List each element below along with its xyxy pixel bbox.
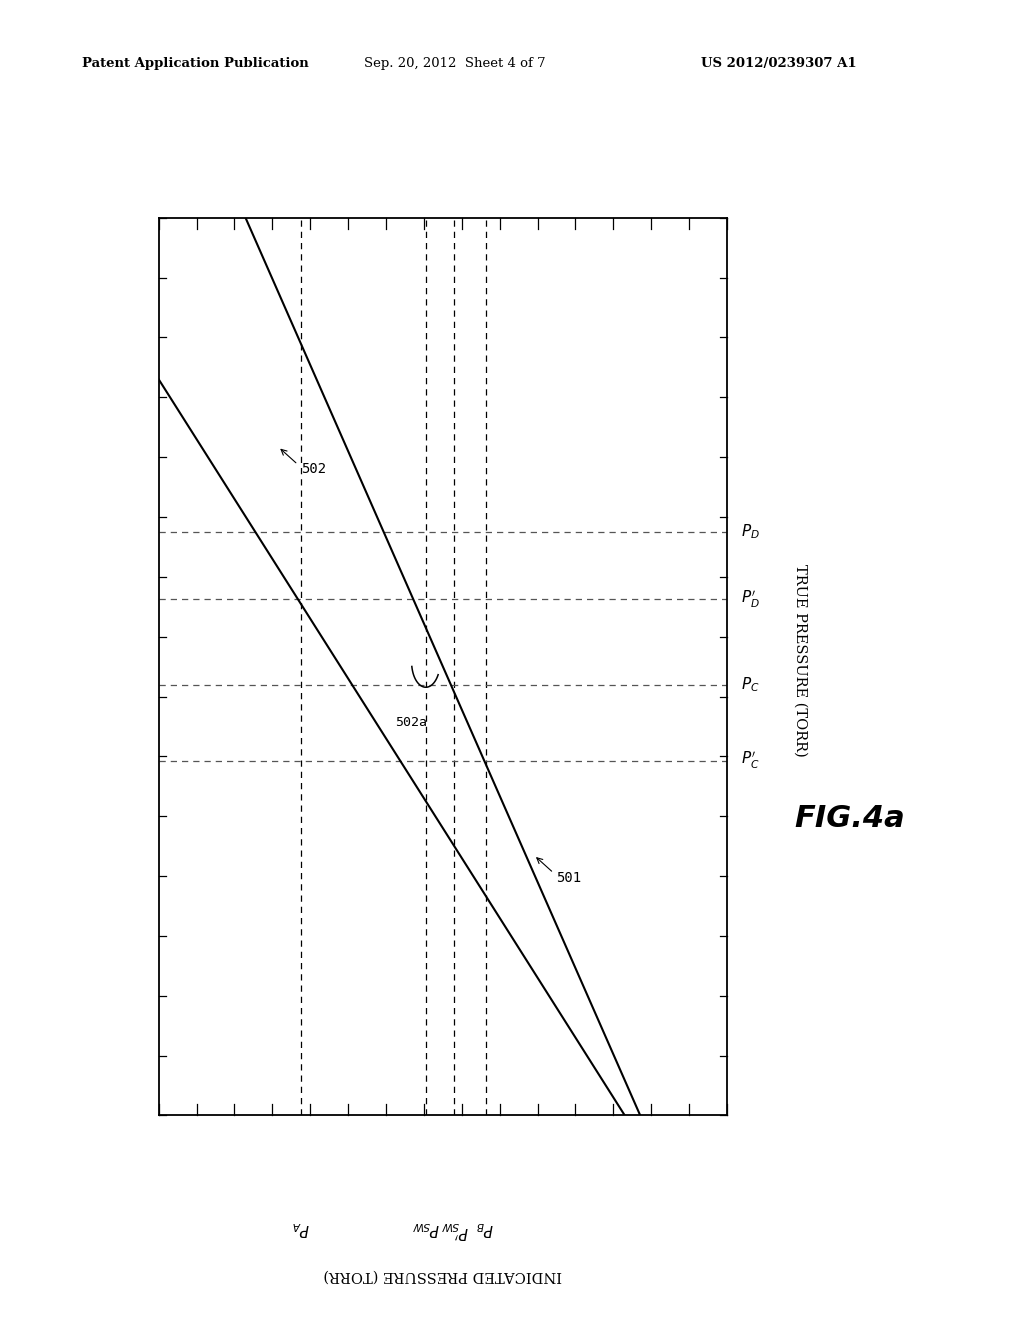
Text: INDICATED PRESSURE (TORR): INDICATED PRESSURE (TORR) bbox=[324, 1269, 562, 1282]
Text: Patent Application Publication: Patent Application Publication bbox=[82, 57, 308, 70]
Text: $P_{C}'$: $P_{C}'$ bbox=[741, 750, 760, 771]
Text: TRUE PRESSURE (TORR): TRUE PRESSURE (TORR) bbox=[794, 564, 808, 756]
Text: $P_{D}'$: $P_{D}'$ bbox=[741, 589, 760, 610]
Text: $P_{SW}'$: $P_{SW}'$ bbox=[440, 1218, 469, 1239]
Text: Sep. 20, 2012  Sheet 4 of 7: Sep. 20, 2012 Sheet 4 of 7 bbox=[364, 57, 545, 70]
Text: FIG.4a: FIG.4a bbox=[795, 804, 905, 833]
Text: $P_A$: $P_A$ bbox=[292, 1218, 309, 1237]
Text: 502: 502 bbox=[301, 462, 326, 477]
Text: $P_{SW}$: $P_{SW}$ bbox=[412, 1218, 440, 1237]
Text: $P_B$: $P_B$ bbox=[476, 1218, 495, 1237]
Text: $P_C$: $P_C$ bbox=[741, 676, 760, 694]
Text: $P_D$: $P_D$ bbox=[741, 523, 760, 541]
Text: 501: 501 bbox=[557, 870, 582, 884]
Text: 502a: 502a bbox=[394, 715, 427, 729]
Text: US 2012/0239307 A1: US 2012/0239307 A1 bbox=[701, 57, 857, 70]
